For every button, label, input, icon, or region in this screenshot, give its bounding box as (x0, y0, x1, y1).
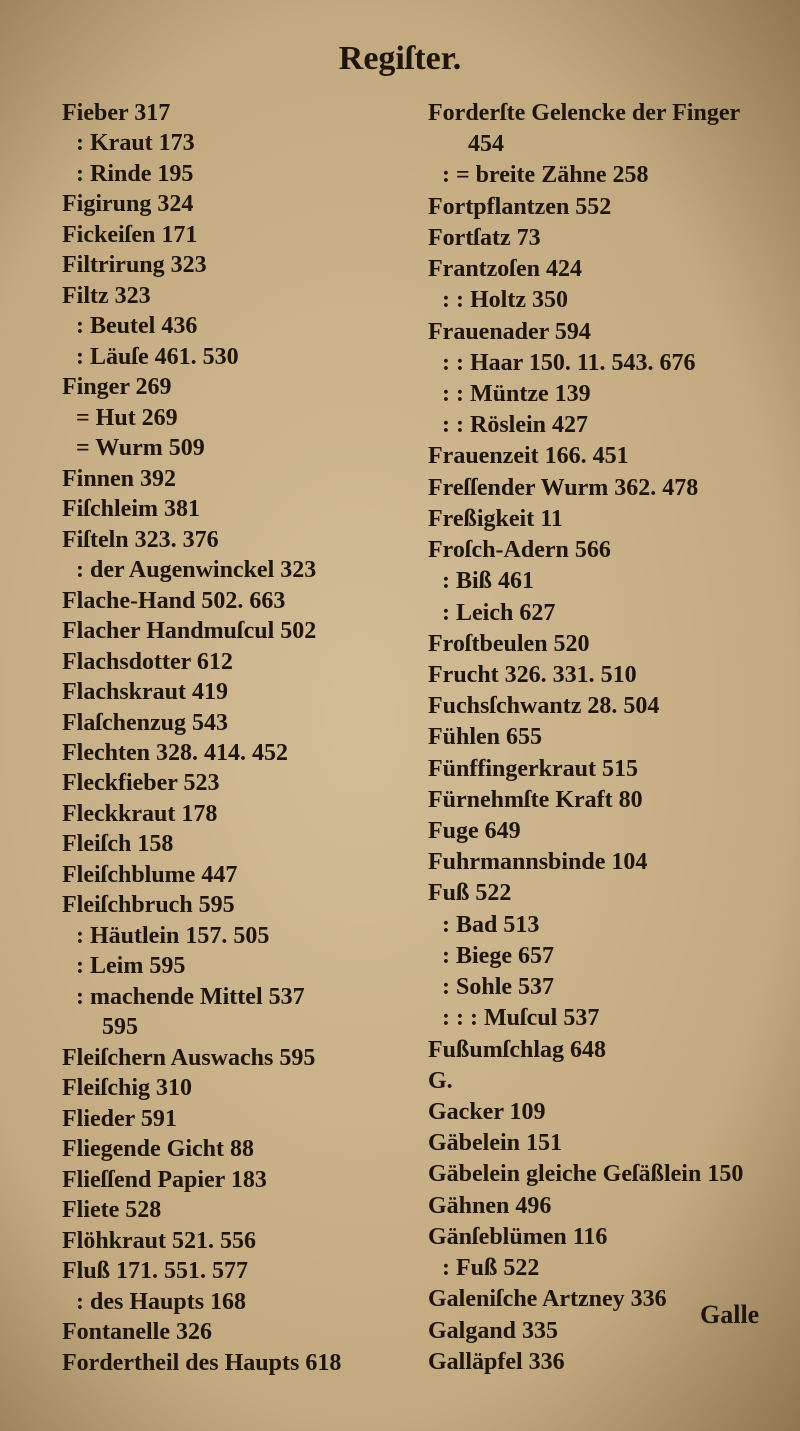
register-entry: Fordertheil des Haupts 618 (62, 1349, 342, 1376)
register-entry: Flaſchenzug 543 (62, 709, 228, 736)
register-entry: : Leich 627 (442, 599, 556, 626)
register-entry: Fuchsſchwantz 28. 504 (428, 693, 660, 720)
register-entry: : : Holtz 350 (442, 287, 568, 314)
register-entry: Flachskraut 419 (62, 679, 229, 706)
register-entry: : : Haar 150. 11. 543. 676 (442, 349, 696, 376)
register-entry: Fluß 171. 551. 577 (62, 1258, 249, 1285)
register-entry: : Fuß 522 (442, 1255, 540, 1282)
register-entry: Fieber 317 (62, 100, 171, 126)
register-entry: Frauenader 594 (428, 318, 591, 345)
register-entry: Galeniſche Artzney 336 (428, 1286, 667, 1313)
register-entry: Fontanelle 326 (62, 1319, 212, 1346)
register-entry: Fickeiſen 171 (62, 221, 198, 248)
register-entry: : Kraut 173 (76, 130, 195, 157)
register-entry: Gäbelein gleiche Geſäßlein 150 (428, 1161, 744, 1188)
register-entry: Fortpflantzen 552 (428, 193, 612, 220)
register-entry: : : Müntze 139 (442, 380, 591, 407)
title: Regiſter. (338, 40, 462, 77)
register-entry: : Sohle 537 (442, 974, 555, 1001)
register-entry: Flacher Handmuſcul 502 (62, 618, 317, 645)
register-entry: : Bad 513 (442, 911, 540, 938)
register-entry: Fleiſchblume 447 (62, 861, 238, 888)
register-entry: Flieſſend Papier 183 (62, 1166, 267, 1193)
catchword: Galle (700, 1300, 760, 1329)
register-entry: Fiſchleim 381 (62, 496, 200, 523)
register-entry: Gacker 109 (428, 1099, 546, 1126)
register-entry: Fünffingerkraut 515 (428, 755, 638, 782)
register-entry: Flechten 328. 414. 452 (62, 740, 288, 766)
register-entry: : der Augenwinckel 323 (76, 557, 317, 584)
register-entry: : Leim 595 (76, 953, 186, 980)
register-entry: : = breite Zähne 258 (442, 162, 649, 189)
register-entry: 595 (102, 1014, 138, 1041)
register-entry: Gähnen 496 (428, 1192, 552, 1219)
register-entry: Flachsdotter 612 (62, 648, 233, 675)
register-entry: Gäbelein 151 (428, 1130, 563, 1157)
register-entry: : : Röslein 427 (442, 412, 588, 439)
register-entry: = Wurm 509 (76, 435, 205, 462)
register-entry: Fleiſchern Auswachs 595 (62, 1044, 316, 1071)
register-entry: Galläpfel 336 (428, 1348, 565, 1375)
register-entry: Fortſatz 73 (428, 224, 541, 251)
register-entry: : Beutel 436 (76, 313, 198, 340)
register-entry: Flöhkraut 521. 556 (62, 1227, 257, 1254)
register-entry: : Biege 657 (442, 942, 554, 969)
register-entry: Fuhrmannsbinde 104 (428, 849, 648, 876)
register-entry: Galgand 335 (428, 1317, 559, 1344)
register-entry: Forderſte Gelencke der Finger (428, 100, 741, 126)
register-entry: Fliete 528 (62, 1197, 162, 1224)
register-entry: Flieder 591 (62, 1105, 177, 1132)
register-entry: Fleckfieber 523 (62, 770, 220, 797)
register-entry: Filtrirung 323 (62, 252, 207, 279)
register-entry: : Läuſe 461. 530 (76, 343, 239, 370)
register-entry: Figirung 324 (62, 191, 194, 218)
register-entry: : Häutlein 157. 505 (76, 922, 270, 949)
register-entry: Frantzoſen 424 (428, 256, 582, 283)
register-entry: = Hut 269 (76, 404, 178, 431)
register-entry: 454 (468, 131, 504, 158)
register-entry: Gänſeblümen 116 (428, 1223, 608, 1250)
register-entry: Fleckkraut 178 (62, 800, 218, 827)
register-entry: Frauenzeit 166. 451 (428, 443, 629, 470)
register-entry: Freſſender Wurm 362. 478 (428, 474, 699, 501)
register-entry: Fleiſchbruch 595 (62, 892, 235, 919)
register-entry: Fürnehmſte Kraft 80 (428, 786, 643, 813)
register-entry: Fleiſchig 310 (62, 1075, 192, 1102)
register-entry: Froſtbeulen 520 (428, 630, 590, 657)
register-entry: Fuß 522 (428, 880, 512, 907)
register-entry: Filtz 323 (62, 282, 151, 309)
register-entry: : Rinde 195 (76, 160, 194, 187)
register-entry: Fleiſch 158 (62, 831, 174, 858)
register-entry: Fühlen 655 (428, 724, 543, 751)
register-entry: Finger 269 (62, 374, 172, 401)
register-entry: Freßigkeit 11 (428, 505, 563, 532)
register-entry: Fußumſchlag 648 (428, 1036, 607, 1063)
register-entry: Froſch-Adern 566 (428, 537, 611, 564)
register-entry: : des Haupts 168 (76, 1288, 247, 1315)
register-entry: Fiſteln 323. 376 (62, 526, 219, 553)
register-entry: G. (428, 1067, 453, 1094)
register-entry: Fliegende Gicht 88 (62, 1136, 254, 1163)
register-entry: : machende Mittel 537 (76, 983, 305, 1010)
register-entry: : Biß 461 (442, 568, 535, 595)
register-entry: Frucht 326. 331. 510 (428, 661, 637, 688)
register-entry: Fuge 649 (428, 818, 521, 845)
register-entry: Finnen 392 (62, 465, 177, 492)
register-entry: : : : Muſcul 537 (442, 1005, 600, 1032)
register-entry: Flache-Hand 502. 663 (62, 587, 286, 614)
